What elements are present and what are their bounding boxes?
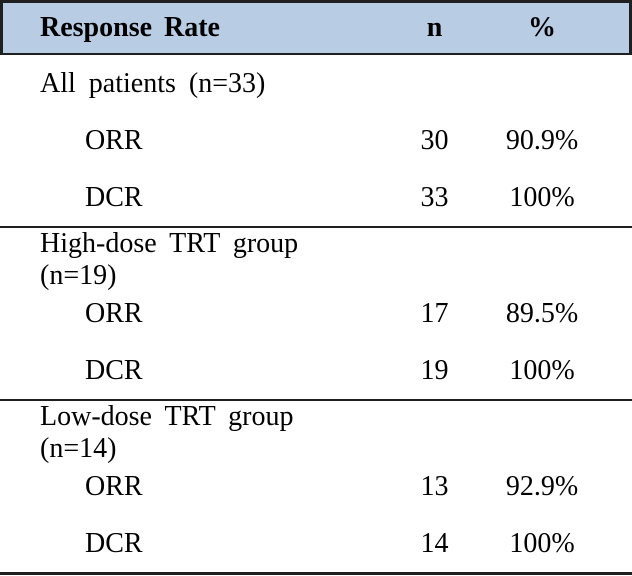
table-row: ORR 17 89.5% <box>0 285 632 342</box>
table-row: ORR 13 92.9% <box>0 458 632 515</box>
header-cell-n: n <box>426 12 443 43</box>
row-n-value: 30 <box>420 124 449 156</box>
row-label: DCR <box>85 354 143 386</box>
table-row: DCR 14 100% <box>0 515 632 572</box>
table-header-row: Response Rate n % <box>0 0 632 55</box>
header-cell-response-rate: Response Rate <box>40 12 220 43</box>
row-pct-value: 100% <box>509 354 575 386</box>
group-label: All patients (n=33) <box>40 67 266 99</box>
row-pct-value: 100% <box>509 527 575 559</box>
row-n-value: 14 <box>420 527 449 559</box>
table-row: ORR 30 90.9% <box>0 112 632 169</box>
group-label: Low-dose TRT group (n=14) <box>40 401 294 464</box>
row-n-value: 33 <box>420 181 449 213</box>
section-low-dose: Low-dose TRT group (n=14) ORR 13 92.9% D… <box>0 401 632 575</box>
row-label: ORR <box>85 470 143 502</box>
table-row: DCR 19 100% <box>0 342 632 399</box>
group-header-row: Low-dose TRT group (n=14) <box>0 401 632 464</box>
row-pct-value: 90.9% <box>505 124 579 156</box>
group-label: High-dose TRT group (n=19) <box>40 228 299 291</box>
row-pct-value: 100% <box>509 181 575 213</box>
row-n-value: 19 <box>420 354 449 386</box>
section-all-patients: All patients (n=33) ORR 30 90.9% DCR 33 … <box>0 55 632 228</box>
row-label: ORR <box>85 124 143 156</box>
header-cell-percent: % <box>528 12 556 43</box>
row-label: DCR <box>85 181 143 213</box>
row-label: DCR <box>85 527 143 559</box>
table-row: DCR 33 100% <box>0 169 632 226</box>
group-header-row: High-dose TRT group (n=19) <box>0 228 632 291</box>
row-pct-value: 92.9% <box>505 470 579 502</box>
row-n-value: 17 <box>420 297 449 329</box>
row-label: ORR <box>85 297 143 329</box>
section-high-dose: High-dose TRT group (n=19) ORR 17 89.5% … <box>0 228 632 401</box>
row-pct-value: 89.5% <box>505 297 579 329</box>
group-header-row: All patients (n=33) <box>0 55 632 112</box>
row-n-value: 13 <box>420 470 449 502</box>
